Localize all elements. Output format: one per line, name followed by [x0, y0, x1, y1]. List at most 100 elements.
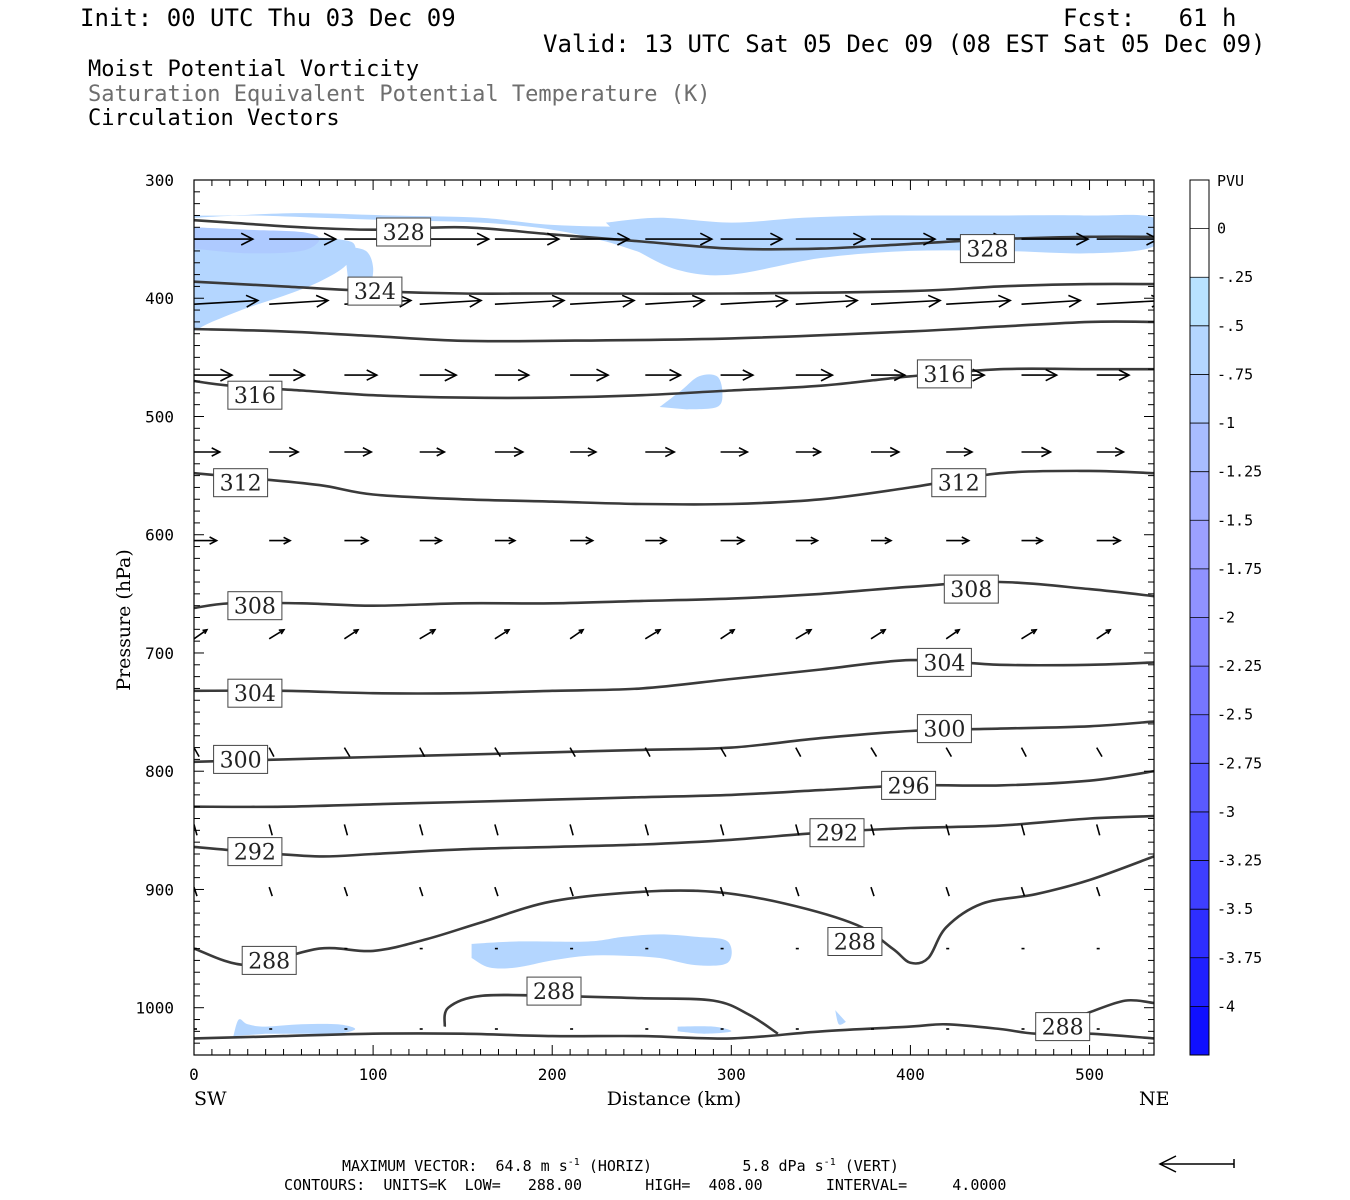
circulation-vector: [194, 232, 255, 246]
circulation-vector: [570, 232, 631, 246]
colorbar-label: -2: [1217, 609, 1235, 627]
circulation-vector: [719, 824, 725, 836]
max-vector-label: MAXIMUM VECTOR:: [342, 1157, 478, 1175]
circulation-vector: [569, 747, 576, 757]
circulation-vector: [1154, 537, 1176, 544]
circulation-vector: [419, 368, 458, 382]
svg-text:292: 292: [816, 822, 858, 847]
theta-es-contour-288: [443, 993, 779, 1035]
contour-label: 300: [916, 714, 972, 744]
contour-label: 296: [881, 770, 937, 800]
svg-text:300: 300: [923, 718, 965, 743]
horiz-unit: (HORIZ): [588, 1157, 653, 1175]
colorbar-box: [1190, 325, 1209, 375]
circulation-vector: [946, 447, 974, 457]
colorbar-label: -3.25: [1217, 852, 1262, 870]
circulation-vector: [1021, 294, 1083, 308]
circulation-vector: [871, 368, 907, 382]
circulation-vector: [494, 747, 502, 758]
circulation-vector: [1096, 747, 1103, 758]
circulation-vector: [569, 824, 574, 836]
colorbar-box: [1190, 909, 1209, 959]
contour-label: 304: [227, 678, 283, 708]
colorbar-label: -1.5: [1217, 511, 1253, 529]
circulation-vector: [1096, 294, 1154, 308]
colorbar-box: [1190, 666, 1209, 716]
circulation-vector: [870, 628, 887, 640]
y-tick-label: 700: [145, 644, 174, 663]
colorbar-box: [1190, 180, 1209, 230]
svg-text:296: 296: [888, 774, 930, 799]
contour-label: 316: [227, 380, 283, 410]
colorbar-box: [1190, 763, 1209, 813]
circulation-vector: [870, 294, 942, 308]
contour-label: 288: [241, 945, 297, 975]
circulation-vector: [1021, 536, 1045, 545]
theta-es-contour-312: [194, 469, 1154, 506]
y-tick-label: 300: [145, 171, 174, 190]
circulation-vector: [946, 536, 971, 545]
circulation-vector: [795, 232, 867, 246]
colorbar-box: [1190, 957, 1209, 1007]
contour-label: 324: [347, 276, 403, 306]
svg-text:292: 292: [234, 841, 276, 866]
circulation-vector: [569, 886, 574, 897]
max-vector-line: MAXIMUM VECTOR: 64.8 m s-1 (HORIZ) 5.8 d…: [342, 1157, 899, 1175]
circulation-vector: [418, 824, 424, 836]
circulation-vector: [644, 747, 651, 757]
svg-text:308: 308: [950, 578, 992, 603]
vert-exponent: -1: [823, 1157, 836, 1168]
svg-text:288: 288: [248, 949, 290, 974]
circulation-vector: [1096, 369, 1131, 381]
svg-text:300: 300: [220, 748, 262, 773]
colorbar-box: [1190, 277, 1209, 327]
circulation-vector: [419, 232, 491, 246]
contour-label: 308: [227, 591, 283, 621]
circulation-vector: [644, 628, 662, 640]
contour-label: 316: [916, 359, 972, 389]
circulation-vector: [645, 294, 706, 308]
circulation-vector: [494, 536, 517, 545]
circulation-vector: [720, 628, 736, 640]
circulation-vector: [344, 536, 370, 546]
contour-label: 292: [227, 837, 283, 867]
x-tick-label: 100: [359, 1065, 388, 1084]
circulation-vector: [269, 368, 307, 382]
x-end-label-left: SW: [194, 1088, 227, 1110]
theta-es-contour-292: [194, 814, 1154, 858]
circulation-vector: [1020, 747, 1027, 757]
svg-text:288: 288: [1042, 1016, 1084, 1041]
max-vert-value: 5.8 dPa s: [742, 1157, 824, 1175]
circulation-vector: [570, 536, 595, 545]
field-label-theta-es: Saturation Equivalent Potential Temperat…: [88, 82, 711, 107]
circulation-vector: [795, 447, 823, 457]
circulation-vector: [269, 446, 300, 458]
max-horiz-value: 64.8 m s: [495, 1157, 568, 1175]
theta-es-contour-316: [194, 367, 1154, 400]
svg-text:312: 312: [220, 472, 262, 497]
colorbar-box: [1190, 1006, 1209, 1056]
circulation-vector: [343, 824, 349, 836]
contour-label: 288: [1035, 1012, 1091, 1042]
svg-text:328: 328: [383, 221, 425, 246]
circulation-vector: [870, 747, 878, 758]
circulation-vector: [644, 824, 650, 836]
contour-label: 328: [376, 217, 432, 247]
circulation-vector: [1096, 628, 1112, 640]
circulation-vector: [1154, 448, 1179, 456]
theta-es-contour-308: [194, 580, 1154, 610]
colorbar-label: -2.5: [1217, 706, 1253, 724]
circulation-vector: [795, 368, 835, 382]
circulation-vector: [720, 369, 755, 381]
circulation-vector: [569, 628, 585, 640]
circulation-vector: [870, 824, 875, 836]
colorbar-box: [1190, 714, 1209, 764]
circulation-vector: [269, 294, 330, 308]
x-tick-label: 200: [538, 1065, 567, 1084]
circulation-vector: [494, 446, 525, 458]
colorbar-box: [1190, 811, 1209, 862]
colorbar-box: [1190, 860, 1209, 910]
horiz-exponent: -1: [567, 1157, 580, 1168]
circulation-vector: [494, 628, 511, 640]
